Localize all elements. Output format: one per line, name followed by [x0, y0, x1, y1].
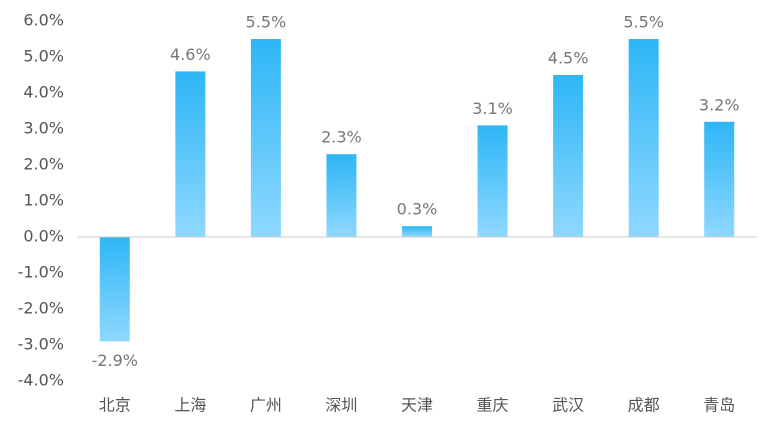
- value-label: 3.2%: [699, 95, 740, 114]
- value-label: 3.1%: [472, 99, 513, 118]
- y-tick-label: -1.0%: [18, 263, 64, 282]
- bar: [250, 39, 281, 237]
- value-label: 0.3%: [397, 200, 438, 219]
- value-label: 4.6%: [170, 45, 211, 64]
- value-label: 2.3%: [321, 128, 362, 147]
- y-tick-label: -2.0%: [18, 299, 64, 318]
- y-tick-label: -3.0%: [18, 335, 64, 354]
- x-tick-label: 重庆: [477, 396, 509, 415]
- value-label: 5.5%: [246, 13, 287, 32]
- y-tick-label: -4.0%: [18, 371, 64, 390]
- y-tick-label: 4.0%: [23, 83, 64, 102]
- x-tick-label: 深圳: [325, 396, 357, 415]
- x-tick-label: 武汉: [552, 396, 584, 415]
- bar: [175, 71, 206, 238]
- value-label: 4.5%: [548, 49, 589, 68]
- y-tick-label: 1.0%: [23, 191, 64, 210]
- bar: [704, 121, 735, 237]
- x-tick-label: 青岛: [703, 396, 735, 415]
- bar: [628, 39, 659, 237]
- value-label: 5.5%: [623, 13, 664, 32]
- x-tick-label: 广州: [250, 396, 282, 415]
- bar: [99, 237, 130, 342]
- x-tick-label: 成都: [628, 396, 660, 415]
- y-tick-label: 6.0%: [23, 11, 64, 30]
- x-tick-label: 上海: [174, 396, 206, 415]
- y-tick-label: 2.0%: [23, 155, 64, 174]
- bar: [326, 154, 357, 237]
- x-tick-label: 天津: [401, 396, 433, 415]
- y-tick-label: 5.0%: [23, 47, 64, 66]
- y-tick-label: 3.0%: [23, 119, 64, 138]
- bar: [402, 226, 432, 237]
- y-tick-label: 0.0%: [23, 227, 64, 246]
- value-label: -2.9%: [92, 351, 138, 370]
- x-tick-label: 北京: [99, 396, 131, 415]
- bar: [477, 125, 508, 237]
- bar: [553, 75, 584, 237]
